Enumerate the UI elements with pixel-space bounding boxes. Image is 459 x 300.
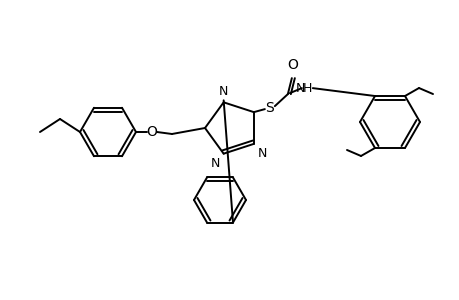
Text: N: N <box>210 157 219 170</box>
Text: N: N <box>257 147 267 160</box>
Text: O: O <box>287 58 297 72</box>
Text: S: S <box>265 101 274 115</box>
Text: N: N <box>296 82 305 94</box>
Text: O: O <box>146 125 157 139</box>
Text: H: H <box>302 82 312 94</box>
Text: N: N <box>218 85 228 98</box>
